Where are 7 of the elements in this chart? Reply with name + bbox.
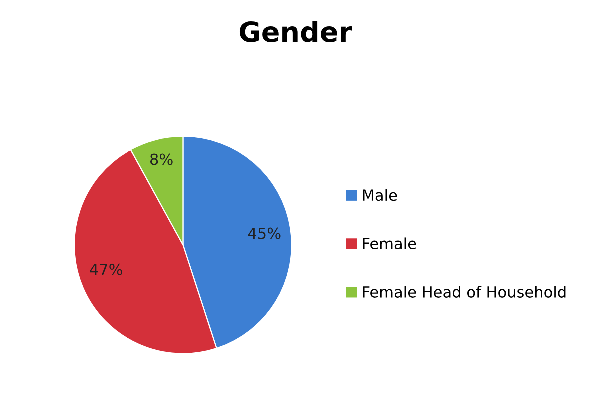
data-label: 45%	[248, 228, 281, 240]
legend-label: Male	[363, 189, 398, 202]
legend-label: Female Head of Household	[363, 286, 566, 298]
data-label: 8%	[150, 154, 173, 166]
legend-label: Female	[363, 238, 416, 250]
data-label: 47%	[90, 264, 122, 276]
chart-title: Gender	[240, 20, 352, 42]
